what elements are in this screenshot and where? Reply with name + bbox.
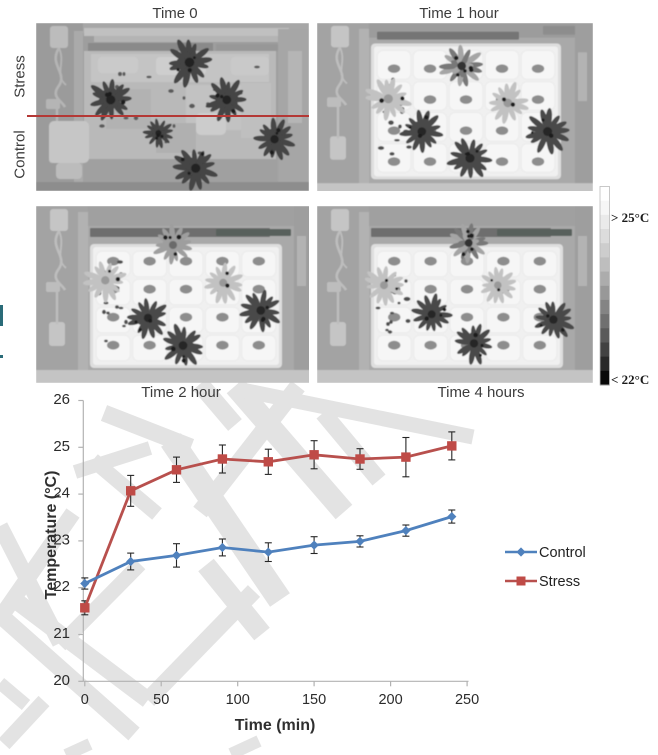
svg-text:21: 21 xyxy=(53,625,70,642)
svg-text:50: 50 xyxy=(153,692,169,708)
svg-text:Time (min): Time (min) xyxy=(235,717,316,734)
svg-text:22: 22 xyxy=(53,578,70,595)
svg-text:100: 100 xyxy=(226,692,250,708)
svg-text:200: 200 xyxy=(378,692,402,708)
svg-text:> 25°C: > 25°C xyxy=(611,210,649,225)
svg-text:0: 0 xyxy=(81,692,89,708)
svg-text:25: 25 xyxy=(53,438,70,455)
svg-text:26: 26 xyxy=(53,391,70,408)
svg-text:< 22°C: < 22°C xyxy=(611,372,649,387)
svg-text:20: 20 xyxy=(53,672,70,689)
svg-text:23: 23 xyxy=(53,531,70,548)
svg-text:24: 24 xyxy=(53,485,70,502)
svg-text:250: 250 xyxy=(455,692,479,708)
svg-text:Control: Control xyxy=(539,545,586,561)
svg-text:150: 150 xyxy=(302,692,326,708)
svg-text:Temperature (°C): Temperature (°C) xyxy=(43,471,60,600)
svg-text:Stress: Stress xyxy=(539,574,580,590)
